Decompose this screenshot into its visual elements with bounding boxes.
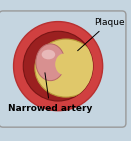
Text: Narrowed artery: Narrowed artery xyxy=(8,73,92,113)
Ellipse shape xyxy=(55,54,73,75)
Circle shape xyxy=(23,31,93,101)
Circle shape xyxy=(14,22,103,111)
Ellipse shape xyxy=(42,50,55,59)
Text: Plaque: Plaque xyxy=(78,18,125,51)
FancyBboxPatch shape xyxy=(0,11,126,127)
Ellipse shape xyxy=(35,39,97,97)
Ellipse shape xyxy=(36,44,65,81)
